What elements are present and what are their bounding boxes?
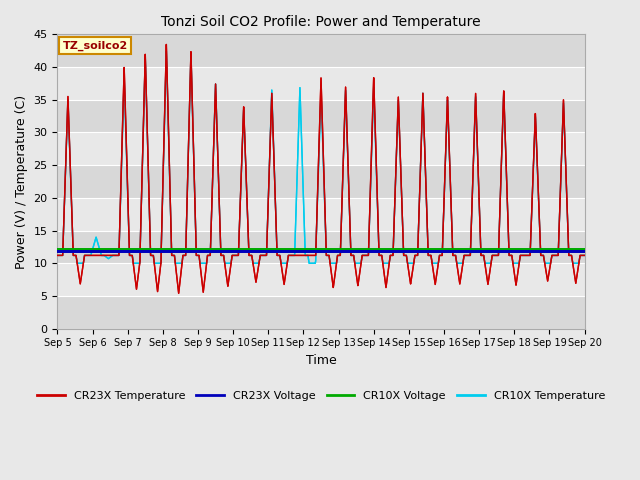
Y-axis label: Power (V) / Temperature (C): Power (V) / Temperature (C) <box>15 95 28 269</box>
Bar <box>58 132 584 165</box>
Bar <box>58 67 584 100</box>
Bar <box>58 230 584 263</box>
Legend: CR23X Temperature, CR23X Voltage, CR10X Voltage, CR10X Temperature: CR23X Temperature, CR23X Voltage, CR10X … <box>33 386 609 406</box>
Bar <box>58 100 584 132</box>
Text: TZ_soilco2: TZ_soilco2 <box>63 41 128 51</box>
Title: Tonzi Soil CO2 Profile: Power and Temperature: Tonzi Soil CO2 Profile: Power and Temper… <box>161 15 481 29</box>
Bar <box>58 198 584 230</box>
Bar <box>58 296 584 329</box>
Bar <box>58 165 584 198</box>
Bar <box>58 263 584 296</box>
Bar <box>58 35 584 67</box>
X-axis label: Time: Time <box>306 354 337 367</box>
